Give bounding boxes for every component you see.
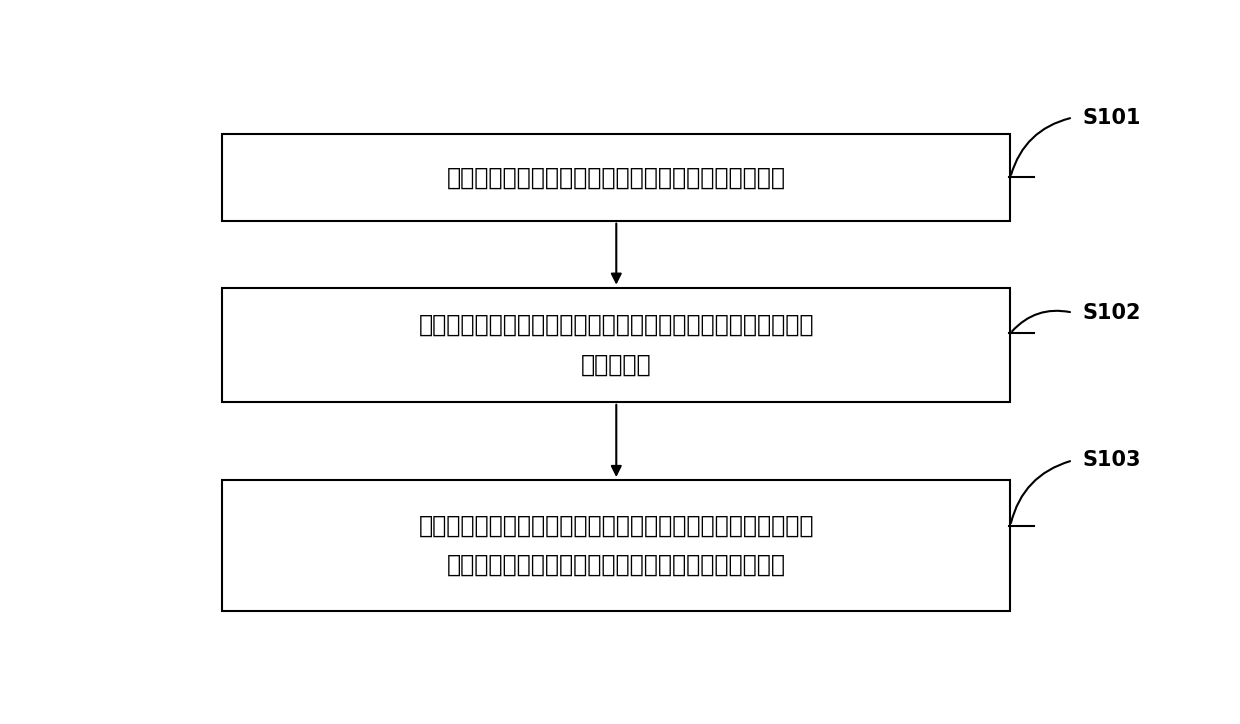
FancyArrowPatch shape: [1011, 461, 1070, 523]
Bar: [222, 480, 1011, 611]
Text: 基于所述每个用户的通勤起点位置和通勤终点位置，以及所述通
勤路线规划区域内各个公交站点的位置，生成通勤路线: 基于所述每个用户的通勤起点位置和通勤终点位置，以及所述通 勤路线规划区域内各个公…: [419, 514, 813, 577]
Text: S102: S102: [1083, 303, 1141, 323]
Text: S103: S103: [1083, 450, 1141, 471]
FancyArrowPatch shape: [1011, 118, 1070, 174]
Text: 获取通勤路线规划区域内各个用户的历史出行订单信息: 获取通勤路线规划区域内各个用户的历史出行订单信息: [446, 166, 786, 190]
Bar: [222, 287, 1011, 402]
Bar: [222, 134, 1011, 221]
FancyArrowPatch shape: [1012, 311, 1070, 331]
Text: 根据所述历史出行订单信息，确定每个用户的通勤起点位置和通
勤终点位置: 根据所述历史出行订单信息，确定每个用户的通勤起点位置和通 勤终点位置: [419, 313, 813, 376]
Text: S101: S101: [1083, 108, 1141, 127]
